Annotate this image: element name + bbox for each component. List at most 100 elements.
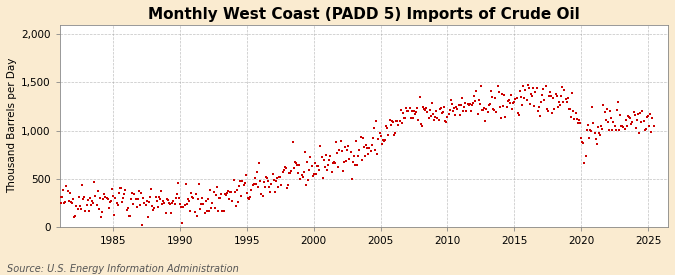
Point bbox=[450, 113, 460, 117]
Point bbox=[618, 125, 629, 129]
Point bbox=[598, 103, 609, 108]
Point bbox=[398, 111, 408, 115]
Point bbox=[356, 158, 367, 162]
Point bbox=[466, 103, 477, 108]
Point bbox=[434, 107, 445, 112]
Point bbox=[391, 119, 402, 123]
Point bbox=[139, 201, 150, 206]
Point bbox=[379, 138, 390, 142]
Point bbox=[65, 200, 76, 204]
Point bbox=[617, 123, 628, 128]
Point bbox=[453, 103, 464, 107]
Point bbox=[321, 153, 331, 158]
Point bbox=[208, 190, 219, 194]
Point bbox=[275, 174, 286, 179]
Point bbox=[411, 109, 422, 114]
Point bbox=[634, 111, 645, 116]
Point bbox=[523, 86, 534, 90]
Point bbox=[490, 95, 501, 100]
Point bbox=[303, 178, 314, 182]
Point bbox=[285, 170, 296, 175]
Point bbox=[440, 119, 451, 123]
Point bbox=[516, 103, 527, 107]
Point bbox=[279, 164, 290, 169]
Point bbox=[338, 169, 348, 174]
Point bbox=[177, 221, 188, 225]
Point bbox=[377, 141, 387, 146]
Point bbox=[223, 189, 234, 194]
Point bbox=[389, 130, 400, 135]
Point bbox=[522, 82, 533, 87]
Point bbox=[316, 155, 327, 159]
Point bbox=[192, 214, 202, 218]
Point bbox=[296, 173, 307, 177]
Point bbox=[256, 192, 267, 196]
Point bbox=[437, 110, 448, 115]
Point bbox=[500, 115, 511, 119]
Point bbox=[92, 188, 103, 193]
Point bbox=[112, 202, 123, 207]
Point bbox=[481, 107, 492, 111]
Point bbox=[367, 136, 378, 140]
Title: Monthly West Coast (PADD 5) Imports of Crude Oil: Monthly West Coast (PADD 5) Imports of C… bbox=[148, 7, 580, 22]
Point bbox=[265, 190, 275, 194]
Point bbox=[81, 202, 92, 207]
Point bbox=[335, 139, 346, 143]
Point bbox=[385, 123, 396, 127]
Point bbox=[175, 202, 186, 206]
Point bbox=[250, 182, 261, 186]
Point bbox=[204, 208, 215, 213]
Point bbox=[180, 182, 191, 186]
Point bbox=[627, 120, 638, 124]
Point bbox=[290, 160, 301, 165]
Point bbox=[323, 163, 333, 167]
Point bbox=[531, 86, 542, 90]
Point bbox=[79, 195, 90, 200]
Point bbox=[167, 201, 178, 205]
Point bbox=[625, 116, 636, 120]
Point bbox=[470, 98, 481, 103]
Point bbox=[182, 202, 192, 207]
Y-axis label: Thousand Barrels per Day: Thousand Barrels per Day bbox=[7, 58, 17, 193]
Point bbox=[235, 179, 246, 184]
Point bbox=[262, 175, 273, 180]
Point bbox=[392, 119, 403, 123]
Point bbox=[461, 109, 472, 113]
Point bbox=[444, 108, 455, 112]
Point bbox=[574, 118, 585, 122]
Point bbox=[605, 109, 616, 113]
Point bbox=[61, 183, 72, 188]
Point bbox=[205, 188, 215, 192]
Point bbox=[294, 163, 304, 168]
Point bbox=[622, 124, 632, 128]
Point bbox=[147, 204, 158, 208]
Point bbox=[76, 207, 86, 211]
Point bbox=[110, 196, 121, 200]
Point bbox=[281, 186, 292, 191]
Point bbox=[122, 208, 132, 212]
Point bbox=[302, 160, 313, 164]
Point bbox=[132, 197, 143, 202]
Point bbox=[425, 114, 436, 119]
Point bbox=[487, 95, 497, 100]
Point bbox=[192, 196, 203, 201]
Point bbox=[338, 160, 349, 164]
Point bbox=[252, 185, 263, 189]
Point bbox=[242, 196, 253, 200]
Point bbox=[103, 206, 114, 210]
Point bbox=[636, 120, 647, 124]
Point bbox=[300, 183, 311, 187]
Point bbox=[530, 89, 541, 94]
Point bbox=[634, 131, 645, 135]
Point bbox=[146, 187, 157, 191]
Point bbox=[225, 189, 236, 194]
Point bbox=[538, 86, 549, 91]
Point bbox=[234, 184, 244, 188]
Point bbox=[298, 169, 309, 174]
Point bbox=[122, 206, 133, 211]
Point bbox=[185, 209, 196, 213]
Point bbox=[240, 180, 250, 185]
Point bbox=[84, 196, 95, 200]
Point bbox=[547, 111, 558, 116]
Point bbox=[170, 196, 181, 201]
